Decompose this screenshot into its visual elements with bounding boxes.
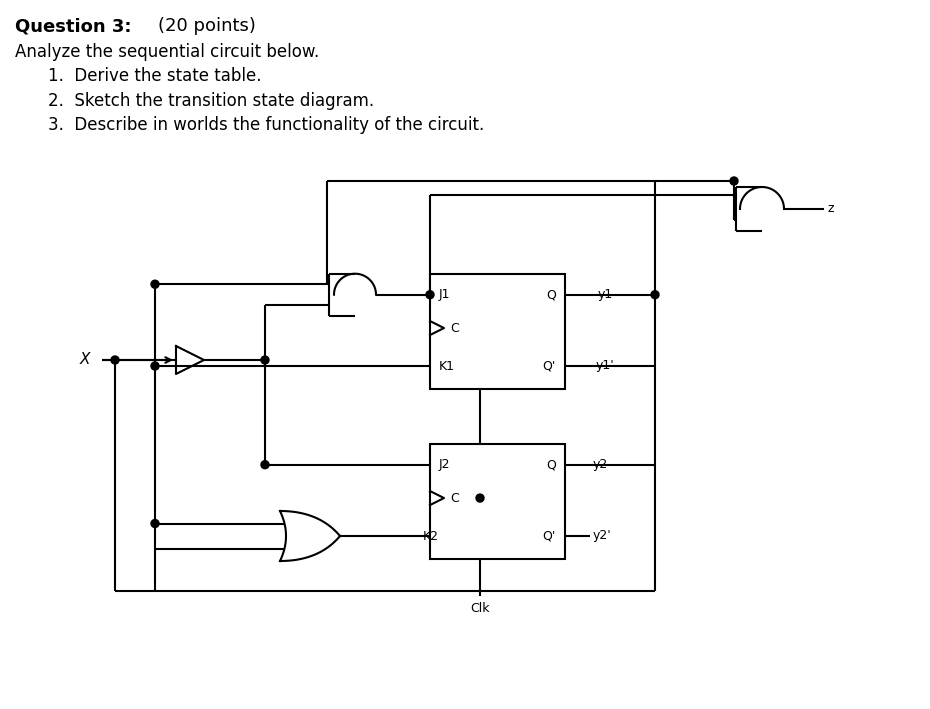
Text: K1: K1 <box>439 359 455 372</box>
Circle shape <box>151 362 159 370</box>
Circle shape <box>261 461 269 469</box>
Circle shape <box>730 177 738 185</box>
Text: Clk: Clk <box>471 602 490 615</box>
Bar <box>430 274 565 389</box>
Circle shape <box>476 494 484 502</box>
Text: Q': Q' <box>542 530 556 542</box>
Text: Q': Q' <box>542 359 556 372</box>
Text: 1.  Derive the state table.: 1. Derive the state table. <box>48 67 261 85</box>
Text: y2': y2' <box>593 530 612 542</box>
Text: 2.  Sketch the transition state diagram.: 2. Sketch the transition state diagram. <box>48 91 374 109</box>
Circle shape <box>651 291 659 298</box>
Text: 3.  Describe in worlds the functionality of the circuit.: 3. Describe in worlds the functionality … <box>48 116 485 134</box>
Text: y1': y1' <box>596 359 615 372</box>
Text: X: X <box>80 352 90 367</box>
Text: Analyze the sequential circuit below.: Analyze the sequential circuit below. <box>15 43 319 61</box>
Text: Question 3:: Question 3: <box>15 17 131 35</box>
Circle shape <box>426 291 434 298</box>
Text: J1: J1 <box>439 288 450 301</box>
Text: (20 points): (20 points) <box>158 17 256 35</box>
Text: Q: Q <box>546 288 556 301</box>
Text: K2: K2 <box>423 530 439 542</box>
Text: C: C <box>450 322 458 335</box>
Circle shape <box>151 520 159 527</box>
Circle shape <box>261 356 269 364</box>
Circle shape <box>111 356 119 364</box>
Circle shape <box>151 280 159 288</box>
Text: y2: y2 <box>593 458 608 471</box>
Text: J2: J2 <box>439 458 450 471</box>
Text: y1: y1 <box>598 288 613 301</box>
Bar <box>430 444 565 559</box>
Text: C: C <box>450 491 458 505</box>
Text: z: z <box>828 203 834 216</box>
Text: Q: Q <box>546 458 556 471</box>
